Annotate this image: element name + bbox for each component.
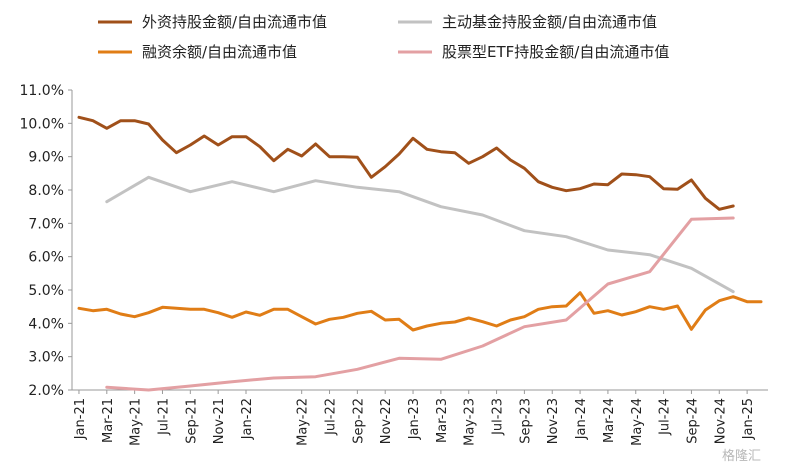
y-tick-label: 7.0% (28, 216, 64, 232)
legend-item-foreign: 外资持股金额/自由流通市值 (98, 13, 327, 31)
x-tick-label: Sep-24 (685, 398, 700, 444)
y-axis: 2.0% 3.0% 4.0% 5.0% 6.0% 7.0% 8.0% 9.0% 10.0% 11.… (20, 83, 73, 399)
x-tick-label: Jul-23 (491, 398, 506, 436)
y-tick-label: 3.0% (28, 350, 64, 366)
legend-label-active-fund: 主动基金持股金额/自由流通市值 (442, 13, 657, 31)
x-tick-label: Jan-21 (73, 398, 88, 440)
x-tick-label: Jan-23 (407, 398, 422, 440)
y-tick-label: 4.0% (28, 316, 64, 332)
x-tick-label: Nov-21 (212, 398, 227, 444)
x-tick-label: Nov-24 (713, 398, 728, 444)
x-tick-label: Nov-23 (546, 398, 561, 444)
legend: 外资持股金额/自由流通市值 主动基金持股金额/自由流通市值 融资余额/自由流通市… (98, 13, 669, 61)
y-tick-label: 6.0% (28, 250, 64, 266)
legend-label-margin: 融资余额/自由流通市值 (142, 43, 297, 61)
x-tick-label: Jul-24 (658, 398, 673, 436)
legend-item-active-fund: 主动基金持股金额/自由流通市值 (398, 13, 657, 31)
legend-item-etf: 股票型ETF持股金额/自由流通市值 (398, 43, 669, 61)
plot-lines (77, 115, 763, 392)
series-line-etf (105, 216, 735, 392)
legend-label-etf: 股票型ETF持股金额/自由流通市值 (442, 43, 669, 61)
x-tick-label: May-23 (463, 398, 478, 446)
x-tick-label: May-22 (296, 398, 311, 446)
x-tick-label: Mar-21 (101, 398, 116, 443)
series-line-active-fund (105, 175, 735, 294)
x-tick-label: Jul-21 (156, 398, 171, 436)
x-tick-label: Sep-21 (184, 398, 199, 444)
x-tick-label: Mar-24 (602, 398, 617, 443)
y-tick-label: 11.0% (20, 83, 64, 99)
x-tick-label: Nov-22 (379, 398, 394, 444)
x-tick-label: Mar-23 (435, 398, 450, 443)
y-tick-label: 9.0% (28, 150, 64, 166)
x-tick-label: Jan-25 (741, 398, 756, 440)
y-tick-label: 5.0% (28, 283, 64, 299)
x-tick-label: Jan-22 (240, 398, 255, 440)
y-tick-label: 10.0% (20, 116, 64, 132)
series-line-margin (77, 291, 763, 332)
watermark: 格隆汇 (722, 448, 761, 464)
legend-item-margin: 融资余额/自由流通市值 (98, 43, 297, 61)
x-tick-label: Sep-22 (351, 398, 366, 444)
y-tick-label: 8.0% (28, 183, 64, 199)
legend-label-foreign: 外资持股金额/自由流通市值 (142, 13, 327, 31)
x-tick-label: May-24 (630, 398, 645, 446)
x-tick-label: Jan-24 (574, 398, 589, 440)
y-tick-label: 2.0% (28, 383, 64, 399)
x-tick-label: Sep-23 (518, 398, 533, 444)
x-axis: Jan-21 Mar-21 May-21 Jul-21 Sep-21 Nov-21 Jan-… (72, 389, 768, 446)
series-line-foreign (77, 115, 735, 211)
x-tick-label: May-21 (129, 398, 144, 446)
x-tick-label: Jul-22 (324, 398, 339, 436)
